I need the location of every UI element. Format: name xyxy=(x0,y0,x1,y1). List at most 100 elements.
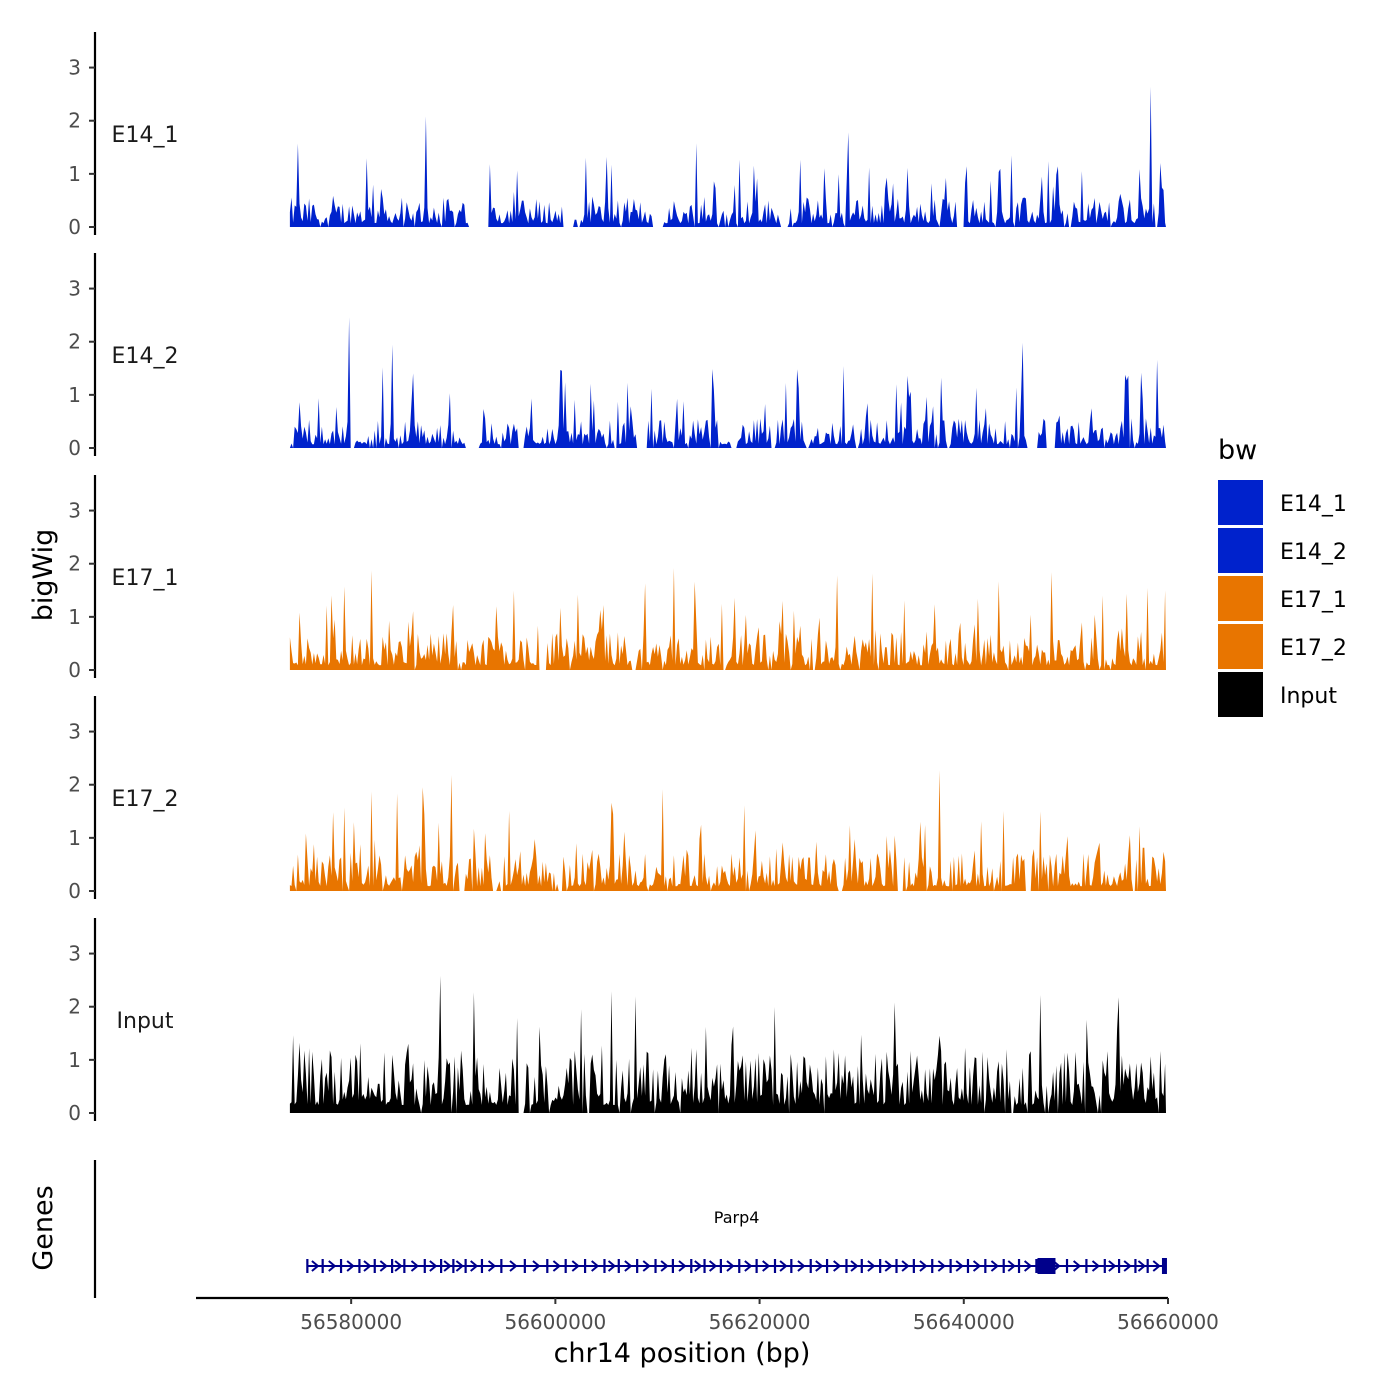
legend-item-E14_1: E14_1 xyxy=(1218,480,1347,525)
track-label: E17_1 xyxy=(112,566,179,591)
strand-arrow xyxy=(937,1260,946,1272)
strand-arrow xyxy=(552,1260,561,1272)
strand-arrow xyxy=(990,1260,999,1272)
x-axis-title: chr14 position (bp) xyxy=(554,1338,811,1369)
gene-exon xyxy=(339,1259,343,1273)
strand-arrow xyxy=(532,1260,541,1272)
y-tick-label: 1 xyxy=(68,605,81,629)
y-tick-label: 3 xyxy=(68,277,81,301)
gene-exon xyxy=(306,1259,309,1273)
strand-arrow xyxy=(591,1260,600,1272)
legend-swatch xyxy=(1218,624,1263,669)
signal-area-E14_1 xyxy=(289,86,1166,227)
y-tick-label: 3 xyxy=(68,499,81,523)
gene-exon xyxy=(500,1259,503,1273)
strand-arrow xyxy=(1007,1260,1016,1272)
gene-exon xyxy=(1017,1259,1021,1273)
gene-exon xyxy=(523,1259,526,1273)
strand-arrow xyxy=(762,1260,771,1272)
gene-exon xyxy=(966,1259,970,1273)
gene-track: Parp4 xyxy=(93,1160,1167,1298)
strand-arrow xyxy=(509,1260,518,1272)
strand-arrow xyxy=(363,1260,372,1272)
y-tick-label: 0 xyxy=(68,879,81,903)
gene-exon xyxy=(1161,1258,1167,1274)
gene-exon xyxy=(423,1259,426,1273)
x-tick-label: 56580000 xyxy=(300,1310,402,1334)
y-tick-label: 3 xyxy=(68,56,81,80)
y-tick-label: 1 xyxy=(68,826,81,850)
strand-arrow xyxy=(884,1260,893,1272)
genes-axis-title: Genes xyxy=(28,1185,59,1270)
y-tick-label: 0 xyxy=(68,658,81,682)
strand-arrow xyxy=(607,1260,617,1272)
gene-exon xyxy=(790,1259,793,1273)
y-tick-label: 0 xyxy=(68,436,81,460)
legend-item-E17_2: E17_2 xyxy=(1218,624,1347,669)
gene-exon xyxy=(1103,1259,1106,1273)
gene-exon xyxy=(879,1259,882,1273)
gene-exon xyxy=(1065,1259,1069,1273)
gene-exon xyxy=(564,1259,567,1273)
strand-arrow xyxy=(815,1260,824,1272)
legend-title: bw xyxy=(1218,435,1257,466)
track-label: E14_2 xyxy=(112,344,179,369)
strand-arrow xyxy=(901,1260,910,1272)
strand-arrow xyxy=(833,1260,842,1272)
strand-arrow xyxy=(1137,1260,1147,1272)
strand-arrow xyxy=(1123,1260,1132,1272)
x-tick-label: 56640000 xyxy=(913,1310,1015,1334)
y-tick-label: 1 xyxy=(68,383,81,407)
strand-arrow xyxy=(1108,1260,1117,1272)
strand-arrow xyxy=(443,1260,452,1272)
strand-arrow xyxy=(1091,1260,1101,1272)
strand-arrow xyxy=(694,1260,703,1272)
legend-label: E17_1 xyxy=(1280,588,1347,613)
gene-name-label: Parp4 xyxy=(714,1208,760,1227)
strand-arrow xyxy=(726,1260,735,1272)
strand-arrow xyxy=(642,1260,651,1272)
y-tick-label: 3 xyxy=(68,720,81,744)
gene-exon xyxy=(809,1259,812,1273)
x-tick-label: 56600000 xyxy=(504,1310,606,1334)
gene-exon xyxy=(845,1259,848,1273)
strand-arrow xyxy=(410,1260,420,1272)
strand-arrow xyxy=(867,1260,876,1272)
legend-swatch xyxy=(1218,528,1263,573)
y-tick-label: 2 xyxy=(68,552,81,576)
signal-area-E17_2 xyxy=(289,770,1166,891)
gene-exon xyxy=(358,1259,361,1273)
y-tick-label: 0 xyxy=(68,215,81,239)
track-label: E14_1 xyxy=(112,123,179,148)
x-tick-label: 56660000 xyxy=(1117,1310,1219,1334)
legend-label: E14_1 xyxy=(1280,492,1347,517)
gene-exon xyxy=(1035,1259,1038,1273)
y-tick-label: 0 xyxy=(68,1101,81,1125)
track-E17_2: 0 1 2 3 E17_2 xyxy=(68,696,1166,903)
signal-area-E17_1 xyxy=(289,568,1166,670)
strand-arrow xyxy=(346,1260,355,1272)
strand-arrow xyxy=(972,1260,982,1272)
y-tick-label: 2 xyxy=(68,109,81,133)
legend-label: E17_2 xyxy=(1280,636,1347,661)
y-tick-label: 3 xyxy=(68,942,81,966)
legend-label: Input xyxy=(1280,684,1337,709)
legend-label: E14_2 xyxy=(1280,540,1347,565)
gene-exon xyxy=(1002,1259,1005,1273)
signal-tracks: 0 1 2 3 E14_1 0 1 2 3 E14_2 0 1 2 3 E17_1 0 1 2 3 E17_2 0 1 2 3… xyxy=(68,32,1166,1125)
legend-swatch xyxy=(1218,480,1263,525)
strand-arrow xyxy=(1152,1260,1161,1272)
strand-arrow xyxy=(797,1260,806,1272)
legend-swatch xyxy=(1218,672,1263,717)
strand-arrow xyxy=(1052,1260,1061,1272)
y-tick-label: 2 xyxy=(68,995,81,1019)
legend-item-E14_2: E14_2 xyxy=(1218,528,1347,573)
strand-arrow xyxy=(1023,1260,1033,1272)
track-Input: 0 1 2 3 Input xyxy=(68,918,1166,1125)
x-axis: 56580000 56600000 56620000 56640000 56660000 xyxy=(196,1296,1219,1334)
gene-exon xyxy=(603,1259,606,1273)
strand-arrow xyxy=(328,1260,337,1272)
strand-arrow xyxy=(779,1260,788,1272)
gene-exon xyxy=(452,1259,455,1273)
y-tick-label: 1 xyxy=(68,162,81,186)
